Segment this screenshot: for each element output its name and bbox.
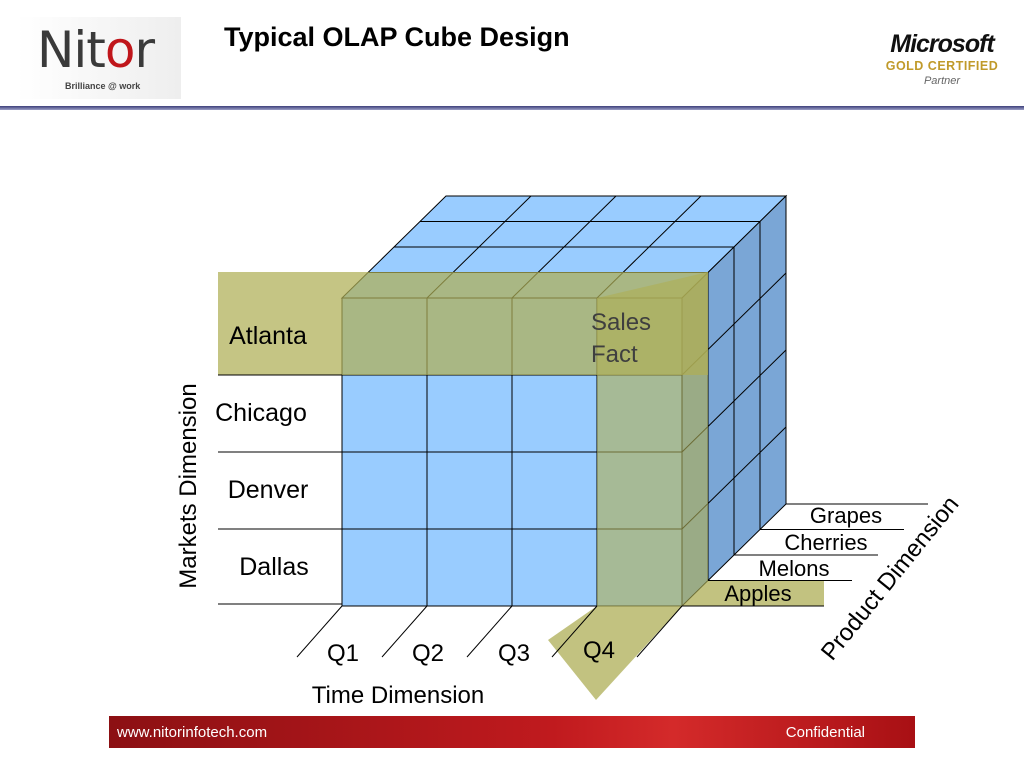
market-label: Denver bbox=[228, 476, 309, 504]
market-guide-lines bbox=[218, 374, 342, 605]
footer-confidential: Confidential bbox=[785, 724, 865, 741]
market-label: Chicago bbox=[215, 399, 307, 427]
quarter-label: Q3 bbox=[498, 640, 530, 667]
product-label: Apples bbox=[724, 581, 791, 606]
sales-fact-label-line2: Fact bbox=[591, 341, 638, 368]
logo-text-c: r bbox=[134, 21, 156, 79]
time-axis-label: Time Dimension bbox=[312, 682, 485, 709]
badge-level: GOLD CERTIFIED bbox=[885, 59, 999, 73]
market-label: Atlanta bbox=[229, 322, 307, 350]
logo-text-a: Nit bbox=[37, 21, 106, 79]
market-label: Dallas bbox=[239, 553, 308, 581]
apples-row-highlight bbox=[682, 580, 824, 606]
page-title: Typical OLAP Cube Design bbox=[224, 22, 570, 52]
q4-slice-highlight bbox=[597, 272, 708, 606]
quarter-label: Q4 bbox=[583, 637, 615, 664]
logo-tagline: Brilliance @ work bbox=[65, 81, 141, 91]
product-label: Grapes bbox=[810, 503, 882, 528]
badge-type: Partner bbox=[923, 75, 961, 87]
quarter-label: Q2 bbox=[412, 640, 444, 667]
product-label: Cherries bbox=[784, 530, 867, 555]
quarter-label: Q1 bbox=[327, 640, 359, 667]
product-guide-lines bbox=[682, 503, 928, 607]
footer-website: www.nitorinfotech.com bbox=[117, 724, 268, 741]
markets-axis-label: Markets Dimension bbox=[175, 383, 202, 588]
atlanta-slice-highlight bbox=[218, 272, 708, 375]
product-label: Melons bbox=[759, 556, 830, 581]
slide-header: Nitor Brilliance @ work Typical OLAP Cub… bbox=[0, 0, 1024, 106]
footer-bar: www.nitorinfotech.com Confidential bbox=[109, 716, 915, 748]
microsoft-partner-badge: Microsoft GOLD CERTIFIED Partner bbox=[878, 30, 1006, 88]
sales-fact-label-line1: Sales bbox=[591, 309, 651, 336]
q4-label-highlight bbox=[548, 606, 682, 700]
badge-brand: Microsoft bbox=[890, 30, 995, 58]
header-divider bbox=[0, 106, 1024, 110]
nitor-logo: Nitor Brilliance @ work bbox=[17, 17, 181, 99]
logo-text-b: o bbox=[104, 21, 136, 79]
time-guide-lines bbox=[296, 605, 683, 658]
